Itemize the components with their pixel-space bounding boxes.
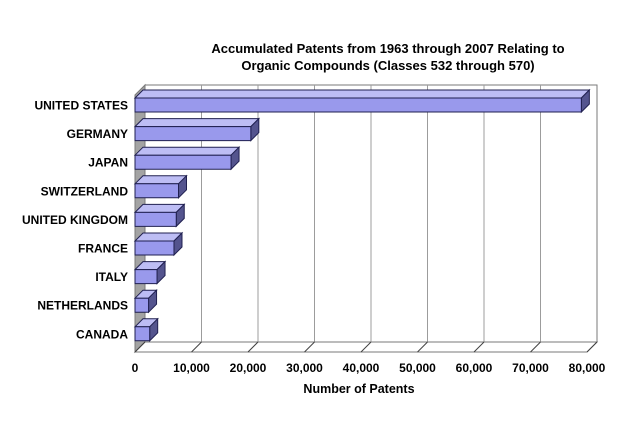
- bar-top-face: [133, 175, 188, 185]
- bar-top-face: [133, 89, 591, 99]
- bar-top-face: [133, 118, 261, 128]
- x-axis-tick: [417, 341, 428, 353]
- x-axis-title: Number of Patents: [303, 382, 414, 396]
- bar-front-face: [134, 269, 158, 285]
- bar-france: [133, 231, 184, 257]
- category-label-switzerland: SWITZERLAND: [41, 184, 129, 198]
- x-tick-label: 10,000: [173, 361, 210, 375]
- bar-united-states: [133, 88, 591, 114]
- category-label-italy: ITALY: [95, 270, 128, 284]
- bar-top-face: [133, 146, 241, 156]
- category-label-japan: JAPAN: [88, 156, 128, 170]
- bar-netherlands: [133, 288, 158, 314]
- x-tick-label: 30,000: [286, 361, 323, 375]
- x-tick-label: 60,000: [456, 361, 493, 375]
- x-axis-tick: [134, 341, 146, 353]
- chart-title-line-1: Accumulated Patents from 1963 through 20…: [211, 41, 564, 56]
- bar-japan: [133, 145, 241, 171]
- bar-front-face: [134, 97, 582, 113]
- category-label-germany: GERMANY: [67, 127, 128, 141]
- bar-front-face: [134, 326, 151, 342]
- x-axis-tick: [530, 341, 541, 353]
- category-label-united-kingdom: UNITED KINGDOM: [22, 213, 128, 227]
- x-axis-tick: [360, 341, 372, 353]
- bar-germany: [133, 117, 261, 142]
- x-tick-label: 0: [132, 361, 139, 375]
- bar-canada: [133, 317, 159, 343]
- x-tick-label: 80,000: [569, 361, 606, 375]
- x-axis-tick: [586, 341, 598, 353]
- bar-front-face: [134, 297, 150, 313]
- chart-title-line-2: Organic Compounds (Classes 532 through 5…: [241, 58, 534, 73]
- x-tick-label: 70,000: [512, 361, 549, 375]
- x-tick-label: 40,000: [343, 361, 380, 375]
- x-tick-label: 20,000: [230, 361, 267, 375]
- bar-front-face: [134, 126, 252, 142]
- x-axis-tick: [473, 341, 485, 353]
- bar-front-face: [134, 183, 180, 199]
- bar-united-kingdom: [133, 203, 186, 228]
- bar-front-face: [134, 211, 177, 227]
- bar-front-face: [134, 154, 232, 170]
- x-axis-tick: [247, 341, 259, 353]
- category-label-united-states: UNITED STATES: [34, 99, 128, 113]
- x-axis-tick: [304, 341, 315, 353]
- bar-italy: [133, 260, 167, 285]
- x-tick-label: 50,000: [399, 361, 436, 375]
- bar-switzerland: [133, 174, 188, 200]
- category-label-france: FRANCE: [78, 242, 128, 256]
- x-axis-tick: [191, 341, 202, 353]
- bar-front-face: [134, 240, 175, 256]
- category-label-canada: CANADA: [76, 327, 128, 341]
- category-label-netherlands: NETHERLANDS: [37, 299, 128, 313]
